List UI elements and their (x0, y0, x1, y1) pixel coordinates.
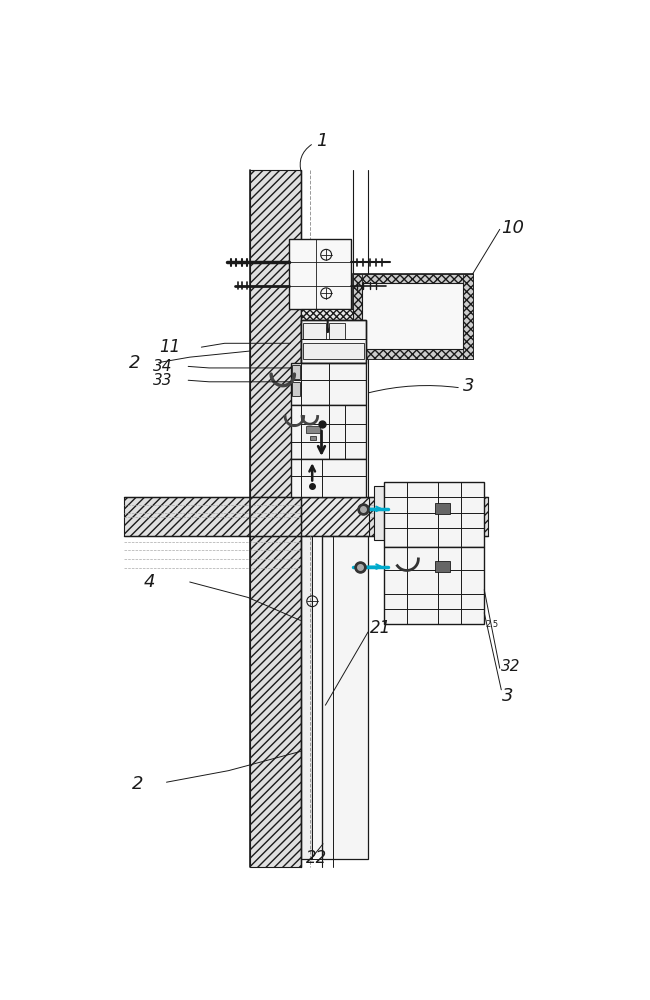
Bar (300, 309, 352, 320)
Text: 32: 32 (501, 659, 521, 674)
Bar (352, 349, 473, 359)
Text: 21: 21 (370, 619, 391, 637)
Text: 33: 33 (153, 373, 172, 388)
Text: 3: 3 (502, 687, 514, 705)
Bar (352, 274, 473, 283)
Bar (124, 497, 488, 536)
Text: 11: 11 (159, 338, 180, 356)
Bar (291, 363, 367, 405)
Bar (312, 536, 322, 859)
Bar (330, 323, 344, 339)
Bar (300, 536, 312, 859)
Bar (435, 503, 450, 514)
Text: 3: 3 (463, 377, 474, 395)
Bar (384, 547, 484, 624)
Bar (306, 426, 320, 433)
Text: 2.5: 2.5 (486, 620, 499, 629)
Text: 1: 1 (316, 132, 328, 150)
Bar (300, 320, 367, 363)
Bar (352, 274, 362, 359)
Bar (352, 274, 473, 359)
Bar (322, 536, 368, 859)
Bar (289, 239, 351, 309)
Bar (250, 170, 300, 497)
Text: 34: 34 (153, 359, 172, 374)
Bar (292, 382, 300, 396)
Bar (463, 274, 473, 359)
Text: 22: 22 (306, 849, 328, 867)
Bar (384, 482, 484, 547)
Bar (300, 320, 367, 363)
Text: 4: 4 (143, 573, 155, 591)
Text: 10: 10 (501, 219, 525, 237)
Bar (292, 365, 300, 379)
Bar (303, 323, 326, 339)
Bar (435, 561, 450, 572)
Bar (300, 497, 369, 536)
Bar (374, 486, 384, 540)
Bar (250, 536, 300, 867)
Bar (291, 459, 367, 497)
Bar (303, 343, 364, 359)
Bar (310, 436, 316, 440)
Text: 2: 2 (129, 354, 141, 372)
Bar (362, 283, 463, 349)
Text: 2: 2 (131, 775, 143, 793)
Bar (291, 405, 367, 459)
